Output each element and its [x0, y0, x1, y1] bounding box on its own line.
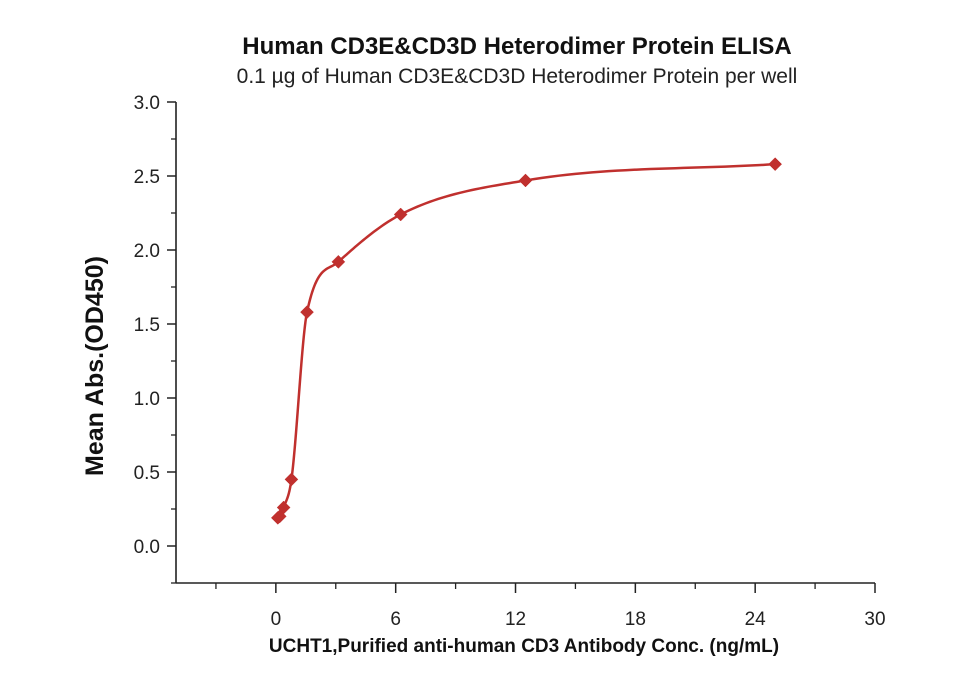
x-tick-label: 30: [864, 609, 885, 630]
data-point: [331, 254, 346, 269]
y-ticks: 0.0 0.5 1.0 1.5 2.0 2.5 3.0: [134, 93, 176, 584]
y-tick-label: 2.5: [134, 167, 160, 188]
y-tick-label: 1.5: [134, 315, 160, 336]
x-tick-label: 18: [625, 609, 646, 630]
y-tick-label: 0.5: [134, 463, 160, 484]
data-point: [518, 173, 533, 188]
data-point: [393, 207, 408, 222]
data-point: [284, 472, 299, 487]
fit-curve: [277, 162, 776, 519]
chart-title: Human CD3E&CD3D Heterodimer Protein ELIS…: [242, 33, 791, 60]
x-tick-label: 0: [271, 609, 282, 630]
x-tick-label: 6: [390, 609, 401, 630]
chart-subtitle: 0.1 µg of Human CD3E&CD3D Heterodimer Pr…: [237, 65, 798, 88]
y-tick-label: 3.0: [134, 93, 160, 114]
x-ticks: 0 6 12 18 24 30: [215, 583, 886, 630]
axes: [175, 102, 875, 584]
y-tick-label: 0.0: [134, 537, 160, 558]
y-axis-label: Mean Abs.(OD450): [81, 256, 109, 476]
x-tick-label: 24: [745, 609, 767, 630]
y-tick-label: 2.0: [134, 241, 160, 262]
data-point: [300, 305, 314, 320]
x-axis-label: UCHT1,Purified anti-human CD3 Antibody C…: [269, 636, 779, 657]
x-tick-label: 12: [505, 609, 526, 630]
data-point: [768, 157, 782, 172]
data-point: [276, 500, 291, 515]
data-points: [270, 157, 782, 525]
y-tick-label: 1.0: [134, 389, 160, 410]
